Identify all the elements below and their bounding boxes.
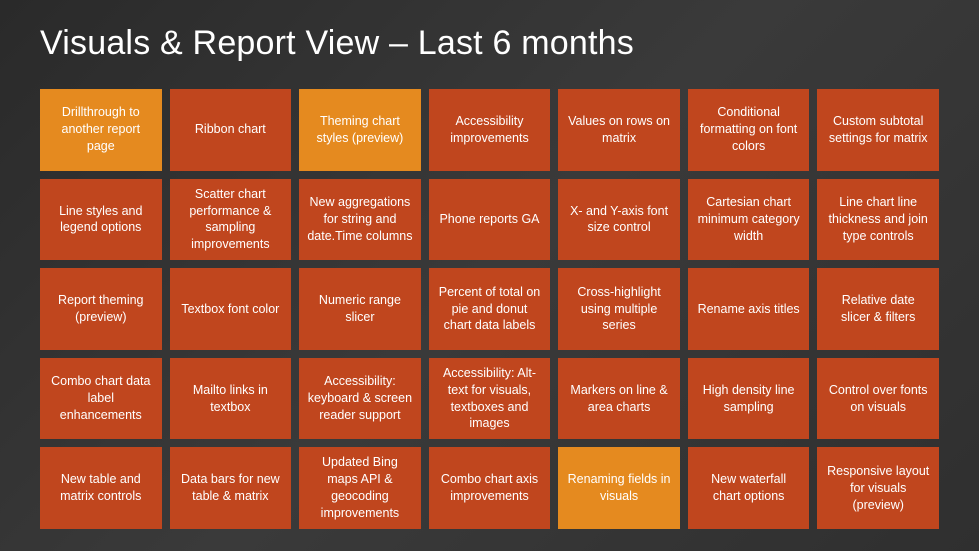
feature-tile: Numeric range slicer [299,268,421,350]
feature-tile: Mailto links in textbox [170,358,292,440]
feature-tile: Data bars for new table & matrix [170,447,292,529]
feature-tile-label: Report theming (preview) [48,292,154,326]
feature-tile-label: Scatter chart performance & sampling imp… [178,186,284,254]
feature-tile: Report theming (preview) [40,268,162,350]
feature-tile: Updated Bing maps API & geocoding improv… [299,447,421,529]
feature-tile: Theming chart styles (preview) [299,89,421,171]
feature-tile: Phone reports GA [429,179,551,261]
feature-tile-label: Line chart line thickness and join type … [825,194,931,245]
feature-tile: Drillthrough to another report page [40,89,162,171]
feature-tile: Scatter chart performance & sampling imp… [170,179,292,261]
feature-tile-label: Combo chart data label enhancements [48,373,154,424]
feature-tile: Accessibility: Alt-text for visuals, tex… [429,358,551,440]
feature-tile-label: Drillthrough to another report page [48,104,154,155]
feature-tile-label: Accessibility: keyboard & screen reader … [307,373,413,424]
feature-tile-label: Responsive layout for visuals (preview) [825,463,931,514]
feature-tile-label: Relative date slicer & filters [825,292,931,326]
feature-tile-label: Accessibility: Alt-text for visuals, tex… [437,365,543,433]
feature-tile-label: Line styles and legend options [48,203,154,237]
feature-tile-label: New table and matrix controls [48,471,154,505]
feature-tile: Accessibility improvements [429,89,551,171]
feature-tile: New waterfall chart options [688,447,810,529]
feature-tile-label: Percent of total on pie and donut chart … [437,284,543,335]
feature-tile-label: Renaming fields in visuals [566,471,672,505]
feature-tile-label: High density line sampling [696,382,802,416]
feature-tile-label: Updated Bing maps API & geocoding improv… [307,454,413,522]
feature-tile-label: Cartesian chart minimum category width [696,194,802,245]
feature-tile: Ribbon chart [170,89,292,171]
feature-tile: Conditional formatting on font colors [688,89,810,171]
feature-tile-label: X- and Y-axis font size control [566,203,672,237]
feature-tile: X- and Y-axis font size control [558,179,680,261]
feature-tile-label: Phone reports GA [439,211,539,228]
feature-tile: Responsive layout for visuals (preview) [817,447,939,529]
feature-tile-label: Ribbon chart [195,121,266,138]
feature-tile: Combo chart axis improvements [429,447,551,529]
feature-tile: Cartesian chart minimum category width [688,179,810,261]
feature-tile-label: Custom subtotal settings for matrix [825,113,931,147]
feature-tile: New aggregations for string and date.Tim… [299,179,421,261]
feature-tile: High density line sampling [688,358,810,440]
slide-title: Visuals & Report View – Last 6 months [40,24,939,63]
feature-tile-label: Cross-highlight using multiple series [566,284,672,335]
feature-tile-label: Theming chart styles (preview) [307,113,413,147]
feature-tile: Textbox font color [170,268,292,350]
feature-tile: Markers on line & area charts [558,358,680,440]
feature-tile-label: Data bars for new table & matrix [178,471,284,505]
feature-tile: Combo chart data label enhancements [40,358,162,440]
feature-tile: New table and matrix controls [40,447,162,529]
feature-tile-label: Values on rows on matrix [566,113,672,147]
feature-tile-label: New waterfall chart options [696,471,802,505]
feature-tile: Relative date slicer & filters [817,268,939,350]
feature-tile: Renaming fields in visuals [558,447,680,529]
feature-tile-label: Textbox font color [181,301,279,318]
feature-tile: Accessibility: keyboard & screen reader … [299,358,421,440]
feature-tile: Cross-highlight using multiple series [558,268,680,350]
feature-tile: Custom subtotal settings for matrix [817,89,939,171]
feature-grid: Drillthrough to another report page Ribbo… [40,89,939,529]
feature-tile-label: Conditional formatting on font colors [696,104,802,155]
feature-tile: Values on rows on matrix [558,89,680,171]
feature-tile-label: Combo chart axis improvements [437,471,543,505]
feature-tile: Line chart line thickness and join type … [817,179,939,261]
feature-tile-label: Rename axis titles [698,301,800,318]
feature-tile: Percent of total on pie and donut chart … [429,268,551,350]
feature-tile-label: Accessibility improvements [437,113,543,147]
feature-tile-label: New aggregations for string and date.Tim… [307,194,413,245]
feature-tile-label: Markers on line & area charts [566,382,672,416]
feature-tile: Line styles and legend options [40,179,162,261]
feature-tile: Control over fonts on visuals [817,358,939,440]
feature-tile-label: Control over fonts on visuals [825,382,931,416]
feature-tile-label: Numeric range slicer [307,292,413,326]
feature-tile-label: Mailto links in textbox [178,382,284,416]
feature-tile: Rename axis titles [688,268,810,350]
